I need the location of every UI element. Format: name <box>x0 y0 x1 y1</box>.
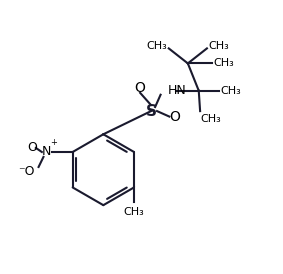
Text: S: S <box>145 104 156 119</box>
Text: CH₃: CH₃ <box>208 41 229 51</box>
Text: CH₃: CH₃ <box>147 41 168 51</box>
Text: O: O <box>169 110 180 124</box>
Text: ⁻O: ⁻O <box>18 165 35 178</box>
Text: CH₃: CH₃ <box>200 114 221 124</box>
Text: N: N <box>42 145 52 158</box>
Text: +: + <box>51 138 57 147</box>
Text: O: O <box>27 141 37 155</box>
Text: O: O <box>135 81 145 95</box>
Text: CH₃: CH₃ <box>220 86 241 96</box>
Text: CH₃: CH₃ <box>214 58 235 68</box>
Text: HN: HN <box>168 84 186 97</box>
Text: CH₃: CH₃ <box>124 207 144 216</box>
